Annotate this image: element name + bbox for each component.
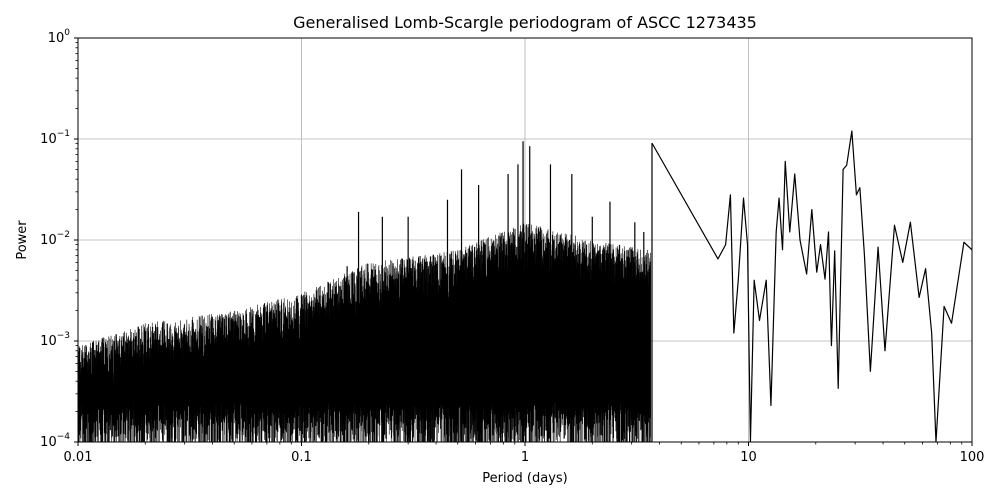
x-tick-label: 0.1 — [291, 450, 312, 465]
y-axis-label: Power — [15, 220, 30, 260]
y-tick-label: 10−3 — [40, 331, 70, 349]
y-tick-label: 100 — [48, 28, 71, 46]
long-period-curve — [651, 130, 972, 442]
chart-title: Generalised Lomb-Scargle periodogram of … — [293, 13, 757, 32]
y-tick-label: 10−4 — [40, 432, 70, 450]
plot-area — [78, 130, 972, 442]
x-tick-label: 1 — [521, 450, 529, 465]
x-tick-label: 10 — [740, 450, 757, 465]
y-tick-label: 10−1 — [40, 129, 70, 147]
noise-band-line — [78, 223, 651, 442]
x-tick-label: 0.01 — [64, 450, 93, 465]
y-tick-label: 10−2 — [40, 230, 70, 248]
x-axis-ticks: 0.01 0.1 1 10 100 — [64, 442, 985, 465]
y-axis-ticks: 10−4 10−3 10−2 10−1 100 — [40, 28, 78, 450]
x-axis-label: Period (days) — [482, 471, 568, 486]
x-tick-label: 100 — [960, 450, 985, 465]
